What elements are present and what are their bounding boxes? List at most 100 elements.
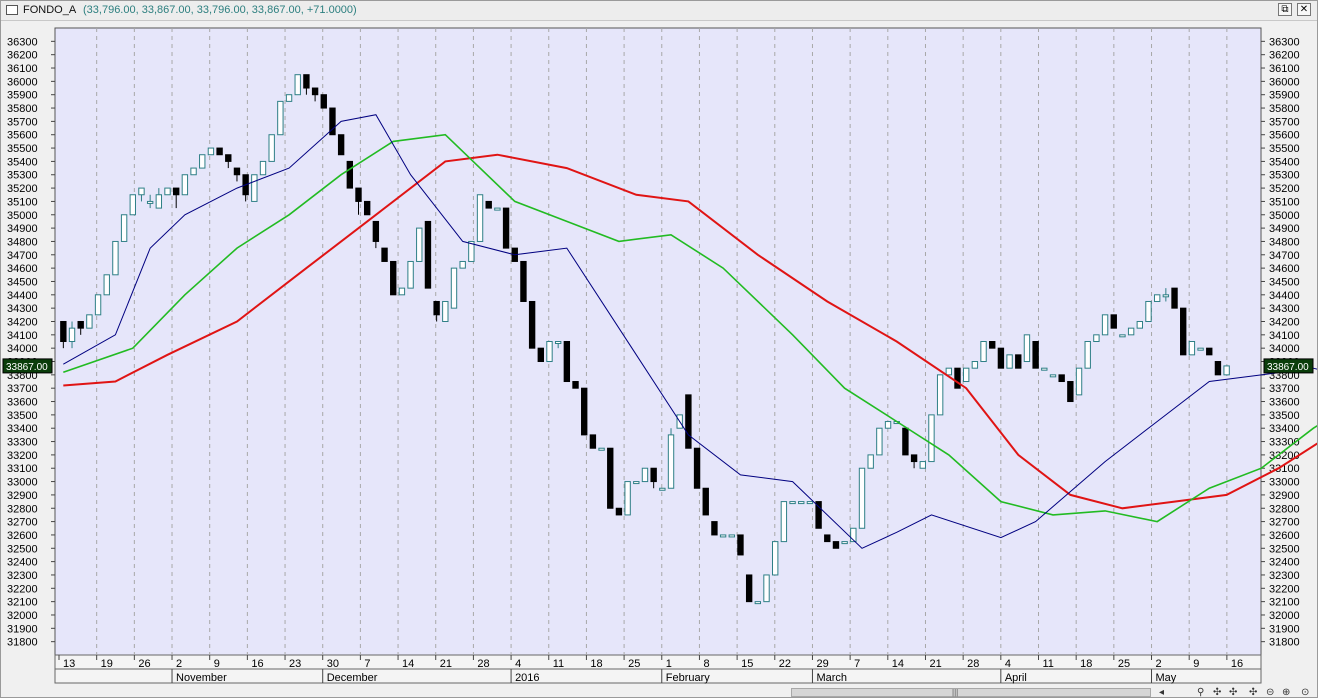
candle-down[interactable] <box>1015 354 1022 369</box>
candle-up[interactable] <box>199 154 206 169</box>
left-arrow-icon[interactable]: ✣ <box>1249 687 1258 698</box>
candle-up[interactable] <box>789 501 796 505</box>
candle-up[interactable] <box>1153 294 1161 302</box>
candle-down[interactable] <box>60 320 67 342</box>
candle-up[interactable] <box>268 134 275 162</box>
candle-down[interactable] <box>650 467 657 483</box>
restore-button[interactable]: ⧉ <box>1278 3 1292 16</box>
scroll-grip-icon[interactable]: ||| <box>952 688 959 697</box>
candle-up[interactable] <box>1127 327 1135 336</box>
candle-up[interactable] <box>129 194 136 216</box>
candle-up[interactable] <box>546 341 553 363</box>
candle-up[interactable] <box>259 160 267 176</box>
plot-area[interactable] <box>54 27 1262 656</box>
candle-down[interactable] <box>1180 307 1187 356</box>
candle-down[interactable] <box>537 347 544 363</box>
candle-down[interactable] <box>1058 374 1065 383</box>
candle-up[interactable] <box>928 414 935 463</box>
candle-down[interactable] <box>173 187 180 196</box>
candle-up[interactable] <box>1075 367 1083 396</box>
candle-down[interactable] <box>615 507 623 516</box>
zoom-out-icon[interactable]: ⊝ <box>1266 687 1275 698</box>
candle-down[interactable] <box>77 320 84 329</box>
candle-up[interactable] <box>1006 354 1013 369</box>
candle-up[interactable] <box>884 421 892 429</box>
candle-down[interactable] <box>1214 361 1222 376</box>
candle-up[interactable] <box>442 300 449 322</box>
scroll-left-icon[interactable]: ◂ <box>1159 687 1165 698</box>
candle-down[interactable] <box>433 300 440 316</box>
candle-down[interactable] <box>572 381 579 389</box>
candle-up[interactable] <box>971 361 979 369</box>
candle-down[interactable] <box>563 341 571 383</box>
candle-up[interactable] <box>1084 341 1091 369</box>
candle-up[interactable] <box>207 147 215 156</box>
candle-up[interactable] <box>980 341 987 363</box>
candle-up[interactable] <box>633 481 640 485</box>
candle-up[interactable] <box>398 287 406 296</box>
candle-down[interactable] <box>329 107 336 136</box>
candle-up[interactable] <box>494 207 501 211</box>
candle-down[interactable] <box>528 300 536 349</box>
candle-up[interactable] <box>945 367 953 376</box>
candle-up[interactable] <box>277 100 284 136</box>
candle-down[interactable] <box>1032 341 1039 369</box>
candle-down[interactable] <box>485 200 492 209</box>
candle-up[interactable] <box>468 240 475 262</box>
candle-up[interactable] <box>1023 334 1031 363</box>
candle-up[interactable] <box>285 94 293 102</box>
candle-up[interactable] <box>962 367 970 383</box>
candle-up[interactable] <box>251 174 258 202</box>
candle-down[interactable] <box>902 427 909 456</box>
candle-up[interactable] <box>68 327 76 343</box>
candle-up[interactable] <box>190 167 197 176</box>
candle-down[interactable] <box>390 260 397 296</box>
candle-up[interactable] <box>728 534 735 538</box>
candle-up[interactable] <box>719 534 727 538</box>
candle-down[interactable] <box>989 341 996 349</box>
candle-down[interactable] <box>910 454 918 463</box>
candle-up[interactable] <box>554 341 562 344</box>
zoom-in-icon[interactable]: ⊕ <box>1282 687 1291 698</box>
candle-down[interactable] <box>589 434 597 449</box>
candle-down[interactable] <box>997 347 1005 369</box>
candle-down[interactable] <box>954 367 961 389</box>
candle-down[interactable] <box>363 200 371 216</box>
candle-down[interactable] <box>502 207 510 249</box>
candle-down[interactable] <box>372 220 380 242</box>
candle-up[interactable] <box>146 200 154 204</box>
candle-up[interactable] <box>1197 347 1204 351</box>
candle-down[interactable] <box>225 154 232 162</box>
candle-down[interactable] <box>424 220 432 289</box>
candle-up[interactable] <box>659 487 666 491</box>
candle-up[interactable] <box>772 541 779 576</box>
candle-up[interactable] <box>86 314 93 329</box>
candle-up[interactable] <box>120 214 128 242</box>
candle-up[interactable] <box>450 267 458 309</box>
candle-up[interactable] <box>1101 314 1109 336</box>
candle-up[interactable] <box>1093 334 1100 342</box>
candle-up[interactable] <box>754 601 762 605</box>
candle-down[interactable] <box>1067 381 1074 403</box>
candle-up[interactable] <box>1162 294 1170 298</box>
candle-up[interactable] <box>476 194 484 242</box>
candle-up[interactable] <box>164 187 171 196</box>
candle-down[interactable] <box>216 147 223 156</box>
candle-up[interactable] <box>780 501 788 543</box>
candle-up[interactable] <box>181 174 189 196</box>
candle-down[interactable] <box>1110 314 1117 329</box>
candle-down[interactable] <box>1206 347 1213 356</box>
candle-up[interactable] <box>936 374 944 416</box>
candle-up[interactable] <box>138 187 145 196</box>
candle-up[interactable] <box>858 467 866 529</box>
candle-up[interactable] <box>641 467 649 483</box>
candle-down[interactable] <box>685 394 692 449</box>
candle-down[interactable] <box>303 74 310 89</box>
candle-down[interactable] <box>607 447 614 509</box>
candle-up[interactable] <box>598 447 605 451</box>
candle-up[interactable] <box>1223 365 1230 376</box>
candle-up[interactable] <box>1049 374 1057 378</box>
candle-up[interactable] <box>1136 320 1143 329</box>
candle-down[interactable] <box>381 247 388 262</box>
zoom-icon[interactable]: ⊙ <box>1301 687 1310 698</box>
